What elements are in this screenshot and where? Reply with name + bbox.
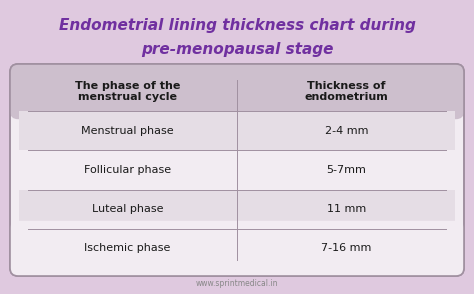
Bar (19, 190, 455, 229)
Bar (19, 229, 455, 250)
Bar (19, 151, 455, 190)
Text: 11 mm: 11 mm (327, 204, 366, 214)
Text: Follicular phase: Follicular phase (84, 165, 171, 175)
FancyBboxPatch shape (10, 221, 464, 276)
Text: Menstrual phase: Menstrual phase (81, 126, 174, 136)
Text: The phase of the
menstrual cycle: The phase of the menstrual cycle (75, 81, 180, 102)
Bar (19, 111, 455, 151)
Text: 5-7mm: 5-7mm (327, 165, 366, 175)
Text: Ischemic phase: Ischemic phase (84, 243, 171, 253)
Text: 7-16 mm: 7-16 mm (321, 243, 372, 253)
Text: Thickness of
endometrium: Thickness of endometrium (305, 81, 388, 102)
Text: www.sprintmedical.in: www.sprintmedical.in (196, 279, 278, 288)
Bar (19, 90, 455, 111)
FancyBboxPatch shape (10, 64, 464, 119)
FancyBboxPatch shape (10, 64, 464, 276)
Text: 2-4 mm: 2-4 mm (325, 126, 368, 136)
Text: Luteal phase: Luteal phase (92, 204, 163, 214)
Text: pre-menopausal stage: pre-menopausal stage (141, 42, 333, 57)
Text: Endometrial lining thickness chart during: Endometrial lining thickness chart durin… (59, 18, 415, 33)
